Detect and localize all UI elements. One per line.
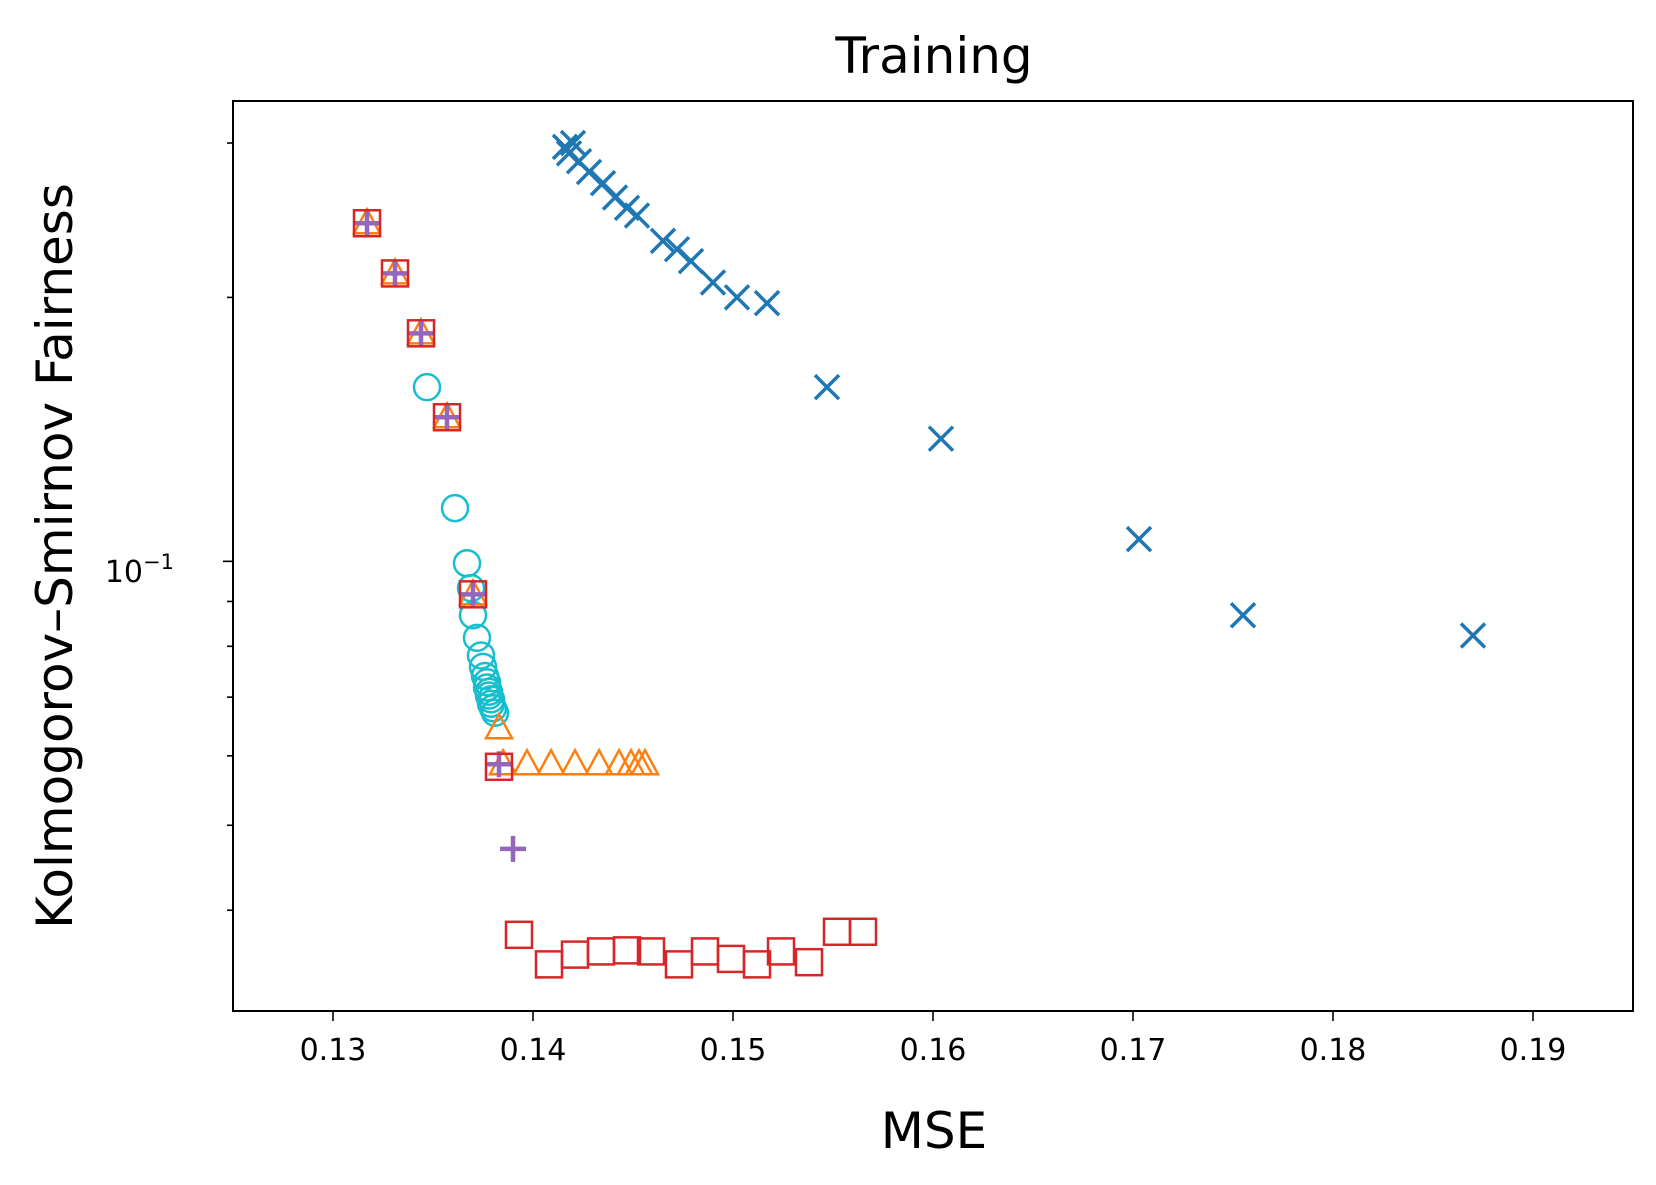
- x-marker: [813, 373, 841, 401]
- triangle-marker: [535, 747, 567, 776]
- x-marker: [723, 284, 751, 311]
- plot-area: [351, 129, 1487, 979]
- x-marker: [1125, 525, 1153, 553]
- x-tick-label: 0.17: [1100, 1033, 1167, 1068]
- square-marker: [636, 937, 666, 966]
- plus-marker: [500, 835, 526, 862]
- y-axis-label: Kolmogorov–Smirnov Fairness: [26, 183, 84, 929]
- x-tick-label: 0.15: [700, 1033, 767, 1068]
- x-marker: [927, 425, 955, 452]
- y-tick-label-exponent: −1: [143, 550, 174, 574]
- square-marker: [848, 917, 878, 947]
- x-axis-label: MSE: [881, 1102, 987, 1160]
- x-marker: [677, 247, 705, 275]
- x-tick-label: 0.19: [1500, 1033, 1567, 1068]
- x-tick-label: 0.14: [500, 1033, 567, 1068]
- series-purple-plus: [354, 210, 526, 862]
- square-marker: [612, 936, 642, 965]
- x-marker: [623, 202, 651, 229]
- square-marker: [380, 259, 410, 288]
- plus-marker: [382, 260, 408, 287]
- triangle-marker: [511, 747, 543, 776]
- square-marker: [432, 402, 462, 432]
- circle-marker: [440, 493, 470, 523]
- triangle-marker: [583, 747, 615, 776]
- triangle-marker: [559, 747, 591, 776]
- x-tick-label: 0.16: [900, 1033, 967, 1068]
- series-blue-x: [551, 129, 1487, 649]
- triangle-marker: [629, 747, 661, 776]
- square-marker: [504, 920, 534, 950]
- square-marker: [794, 947, 824, 977]
- x-tick-label: 0.18: [1300, 1033, 1367, 1068]
- plus-marker: [408, 320, 434, 347]
- x-axis-ticks: 0.13 0.14 0.15 0.16 0.17 0.18 0.19: [300, 1011, 1567, 1068]
- circle-marker: [412, 372, 442, 402]
- square-marker: [458, 580, 488, 609]
- plus-marker: [434, 404, 460, 431]
- plus-marker: [486, 751, 512, 778]
- x-marker: [1229, 602, 1257, 629]
- x-marker: [699, 269, 727, 296]
- circle-marker: [466, 641, 496, 670]
- square-marker: [766, 937, 796, 966]
- x-marker: [575, 158, 603, 186]
- x-marker: [753, 289, 781, 317]
- square-marker: [352, 209, 382, 238]
- series-cyan-circle: [412, 372, 510, 727]
- x-marker: [1459, 622, 1487, 649]
- series-red-square: [352, 209, 878, 979]
- x-marker: [649, 227, 677, 255]
- chart-title: Training: [834, 27, 1032, 85]
- circle-marker: [480, 698, 510, 727]
- square-marker: [484, 752, 514, 782]
- circle-marker: [462, 623, 492, 653]
- square-marker: [406, 319, 436, 348]
- plus-marker: [354, 210, 380, 237]
- axes-frame: [232, 100, 1634, 1012]
- plus-marker: [460, 581, 486, 608]
- y-tick-label-base: 10: [105, 555, 143, 590]
- triangle-marker: [483, 711, 515, 740]
- x-tick-label: 0.13: [300, 1033, 367, 1068]
- y-tick-label-major: 10−1: [105, 550, 174, 590]
